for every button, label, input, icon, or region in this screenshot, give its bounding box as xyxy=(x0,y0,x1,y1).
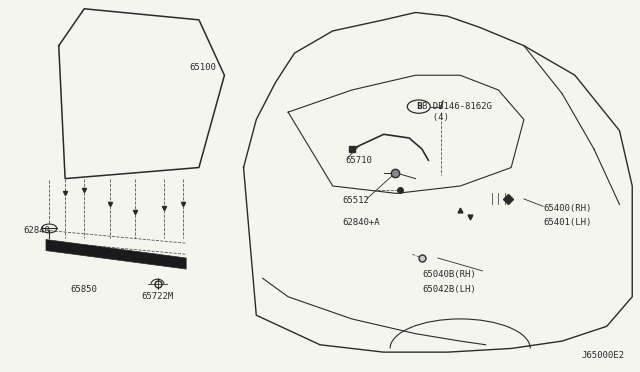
Polygon shape xyxy=(46,240,186,269)
Text: 65850: 65850 xyxy=(71,285,98,294)
Text: 62840+A: 62840+A xyxy=(342,218,380,227)
Text: 65400(RH): 65400(RH) xyxy=(543,203,591,213)
Text: B: B xyxy=(416,102,422,111)
Text: 65042B(LH): 65042B(LH) xyxy=(422,285,476,294)
Text: 65100: 65100 xyxy=(189,63,216,72)
Text: 65710: 65710 xyxy=(346,155,372,165)
Text: 65401(LH): 65401(LH) xyxy=(543,218,591,227)
Text: 65722M: 65722M xyxy=(141,292,173,301)
Text: B DB146-8162G
  (4): B DB146-8162G (4) xyxy=(422,102,492,122)
Text: J65000E2: J65000E2 xyxy=(581,351,624,360)
Text: 62840: 62840 xyxy=(23,226,50,235)
Text: 65512: 65512 xyxy=(342,196,369,205)
Text: 65040B(RH): 65040B(RH) xyxy=(422,270,476,279)
